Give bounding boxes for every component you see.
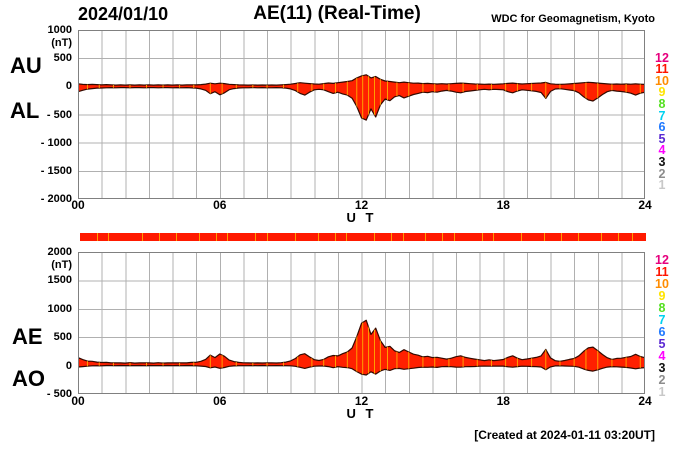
activity-bar-stripe: [176, 233, 178, 241]
activity-bar-stripe: [391, 233, 393, 241]
activity-bar-stripe: [215, 233, 217, 241]
x-tick-label: 00: [71, 394, 85, 408]
y-tick-label: 500: [53, 52, 72, 65]
x-tick-label: 18: [496, 198, 510, 212]
activity-bar-stripe: [521, 233, 523, 241]
station-count-number: 8: [658, 96, 666, 111]
activity-bar-stripe: [578, 233, 580, 241]
activity-bar-stripe: [108, 233, 110, 241]
x-axis-label: U T: [346, 210, 377, 225]
station-count-number: 12: [655, 50, 669, 65]
activity-bar-stripe: [425, 233, 427, 241]
station-count-number: 11: [655, 264, 669, 279]
activity-bar-stripe: [402, 233, 404, 241]
activity-bar-stripe: [374, 233, 376, 241]
activity-bar-stripe: [442, 233, 444, 241]
y-tick-label: 2000: [47, 246, 72, 258]
x-tick-label: 12: [354, 198, 369, 212]
activity-bar-stripe: [266, 233, 268, 241]
activity-bar-stripe: [453, 233, 455, 241]
page-title: AE(11) (Real-Time): [253, 3, 421, 24]
activity-bar-stripe: [544, 233, 546, 241]
activity-bar-stripe: [295, 233, 297, 241]
activity-bar: [80, 233, 646, 241]
station-count-number: 3: [658, 154, 666, 169]
activity-bar-stripe: [600, 233, 602, 241]
activity-bar-stripe: [631, 233, 633, 241]
x-tick-label: 00: [71, 198, 85, 212]
y-tick-label: - 1500: [40, 164, 72, 177]
created-timestamp: [Created at 2024-01-11 03:20UT]: [474, 428, 655, 442]
activity-bar-stripe: [561, 233, 563, 241]
station-count-number: 9: [658, 288, 666, 303]
y-tick-label: 1000: [47, 24, 72, 36]
station-count-number: 10: [655, 73, 669, 88]
label-ae: AE: [12, 324, 43, 349]
activity-bar-stripe: [255, 233, 257, 241]
label-au: AU: [10, 53, 42, 78]
y-tick-label: - 2000: [40, 193, 72, 205]
y-tick-label: - 500: [46, 108, 72, 121]
station-count-number: 9: [658, 85, 666, 100]
station-count-number: 10: [655, 276, 669, 291]
x-tick-label: 24: [638, 394, 652, 408]
y-tick-label: - 1000: [40, 136, 72, 149]
y-tick-label: 1000: [47, 302, 72, 315]
activity-bar-stripe: [227, 233, 229, 241]
activity-bar-stripe: [481, 233, 483, 241]
station-count-number: 6: [658, 324, 666, 339]
station-count-number: 7: [658, 312, 666, 327]
label-al: AL: [10, 98, 40, 123]
y-tick-label: 0: [65, 359, 72, 372]
label-ao: AO: [12, 366, 45, 391]
activity-bar-stripe: [493, 233, 495, 241]
activity-bar-stripe: [346, 233, 348, 241]
x-tick-label: 06: [213, 394, 227, 408]
y-tick-label: 500: [53, 331, 72, 344]
activity-bar-stripe: [334, 233, 336, 241]
station-count-number: 12: [655, 252, 669, 267]
x-tick-label: 12: [354, 394, 369, 408]
au-al-chart: [78, 30, 645, 199]
activity-bar-stripe: [159, 233, 161, 241]
x-tick-label: 18: [496, 394, 510, 408]
y-tick-label: - 500: [46, 388, 72, 400]
station-count-number: 7: [658, 108, 666, 123]
station-count-number: 8: [658, 300, 666, 315]
station-count-number: 11: [655, 62, 669, 77]
activity-bar-stripe: [617, 233, 619, 241]
activity-bar-stripe: [96, 233, 98, 241]
y-tick-label: 0: [65, 80, 72, 93]
x-tick-label: 24: [638, 198, 652, 212]
data-source-label: WDC for Geomagnetism, Kyoto: [491, 13, 655, 25]
plot-date: 2024/01/10: [78, 4, 169, 24]
station-count-number: 5: [658, 336, 666, 351]
activity-bar-stripe: [317, 233, 319, 241]
activity-bar-stripe: [198, 233, 200, 241]
x-tick-label: 06: [213, 198, 227, 212]
station-count-number: 4: [658, 348, 666, 363]
station-count-number: 4: [658, 143, 666, 158]
y-axis-unit: (nT): [51, 259, 72, 271]
station-count-number: 1: [658, 178, 666, 193]
station-count-number: 2: [658, 372, 666, 387]
ae-ao-chart: [78, 252, 645, 394]
activity-bar-stripe: [142, 233, 144, 241]
y-tick-label: 1500: [47, 274, 72, 287]
x-axis-label: U T: [346, 406, 377, 421]
station-count-number: 1: [658, 384, 666, 399]
station-count-number: 2: [658, 166, 666, 181]
station-count-number: 6: [658, 120, 666, 135]
station-count-number: 3: [658, 360, 666, 375]
y-axis-unit: (nT): [51, 37, 72, 49]
station-count-number: 5: [658, 131, 666, 146]
